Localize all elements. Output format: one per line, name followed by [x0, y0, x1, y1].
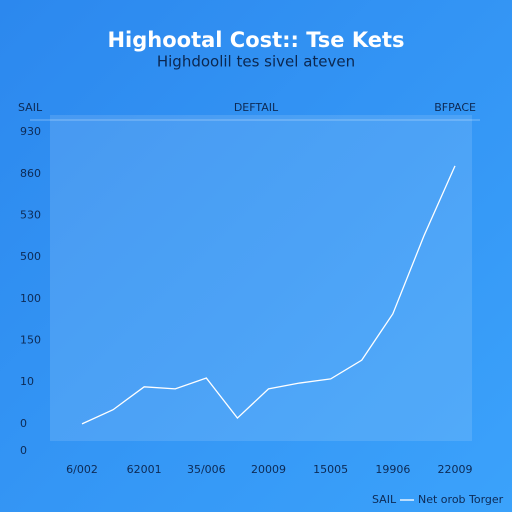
y-tick-label: 500 [20, 250, 41, 263]
y-tick-label: 10 [20, 375, 34, 388]
y-tick-label: 860 [20, 167, 41, 180]
y-tick-label: 530 [20, 208, 41, 221]
y-tick-label: 100 [20, 292, 41, 305]
x-tick-label: 22009 [438, 463, 473, 476]
y-tick-label: 150 [20, 334, 41, 347]
data-line [81, 165, 456, 425]
y-tick-label: 930 [20, 125, 41, 138]
x-tick-label: 19906 [375, 463, 410, 476]
x-tick-label: 20009 [251, 463, 286, 476]
x-tick-label: 6/002 [66, 463, 98, 476]
chart-subtitle: Highdoolil tes sivel ateven [157, 53, 355, 71]
header-label: DEFTAIL [234, 101, 279, 114]
y-tick-label: 0 [20, 417, 27, 430]
plot-area [50, 115, 472, 441]
header-label: SAIL [18, 101, 43, 114]
legend-title: SAIL [372, 493, 397, 506]
chart-title: Highootal Cost:: Tse Kets [107, 28, 404, 52]
y-tick-label: 0 [20, 444, 27, 457]
header-label: BFPACE [434, 101, 476, 114]
x-tick-label: 62001 [127, 463, 162, 476]
x-tick-label: 15005 [313, 463, 348, 476]
x-tick-label: 35/006 [187, 463, 226, 476]
legend-label: Net orob Torger [418, 493, 504, 506]
